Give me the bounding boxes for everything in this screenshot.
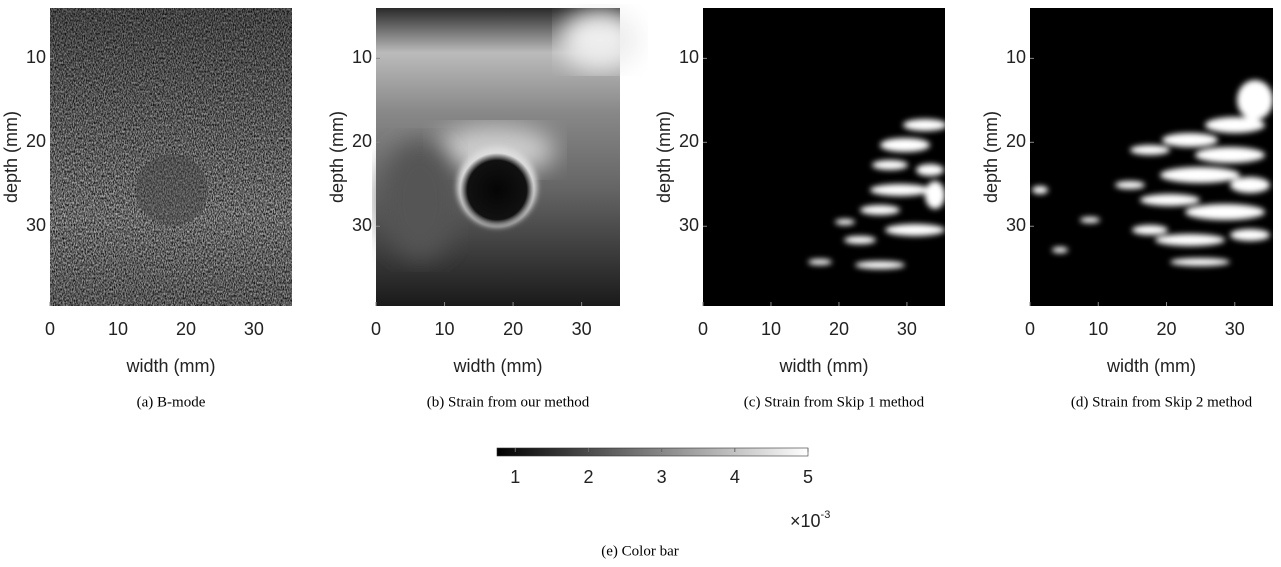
- y-tick-label: 20: [26, 131, 46, 151]
- panel-caption: (c) Strain from Skip 1 method: [744, 394, 925, 410]
- x-axis-label: width (mm): [1106, 356, 1196, 376]
- x-tick-label: 10: [1088, 319, 1108, 339]
- x-tick-label: 10: [435, 319, 455, 339]
- colorbar-tick-label: 3: [657, 467, 667, 487]
- x-tick-label: 20: [829, 319, 849, 339]
- x-tick-label: 30: [244, 319, 264, 339]
- x-tick-label: 0: [45, 319, 55, 339]
- y-tick-label: 10: [352, 47, 372, 67]
- y-axis-label: depth (mm): [981, 111, 1001, 203]
- x-tick-label: 20: [176, 319, 196, 339]
- multiplier-exponent: -3: [821, 509, 831, 521]
- y-tick-label: 10: [1006, 47, 1026, 67]
- skip1-image: [703, 8, 947, 306]
- skip2-image: [1030, 8, 1273, 306]
- y-axis-label: depth (mm): [654, 111, 674, 203]
- colorbar: [497, 448, 808, 456]
- panel-caption: (d) Strain from Skip 2 method: [1071, 394, 1253, 410]
- x-axis-label: width (mm): [453, 356, 543, 376]
- colorbar-tick-label: 4: [730, 467, 740, 487]
- x-tick-label: 0: [371, 319, 381, 339]
- colorbar-tick-label: 5: [803, 467, 813, 487]
- y-tick-label: 20: [352, 131, 372, 151]
- y-tick-label: 10: [26, 47, 46, 67]
- x-tick-label: 10: [761, 319, 781, 339]
- x-tick-label: 10: [108, 319, 128, 339]
- x-tick-label: 20: [503, 319, 523, 339]
- y-tick-label: 30: [26, 215, 46, 235]
- panel-caption: (a) B-mode: [137, 394, 206, 410]
- x-axis-label: width (mm): [126, 356, 216, 376]
- panel-caption: (b) Strain from our method: [427, 394, 590, 410]
- y-tick-label: 30: [679, 215, 699, 235]
- x-tick-label: 30: [572, 319, 592, 339]
- multiplier-base: ×10: [790, 511, 821, 531]
- y-tick-label: 10: [679, 47, 699, 67]
- y-axis-label: depth (mm): [1, 111, 21, 203]
- y-tick-label: 30: [1006, 215, 1026, 235]
- x-tick-label: 30: [897, 319, 917, 339]
- bmode-image: [50, 8, 292, 306]
- y-tick-label: 20: [679, 131, 699, 151]
- colorbar-caption: (e) Color bar: [601, 543, 678, 559]
- strain-image: [376, 8, 640, 306]
- colorbar-tick-label: 1: [510, 467, 520, 487]
- y-tick-label: 20: [1006, 131, 1026, 151]
- y-axis-label: depth (mm): [327, 111, 347, 203]
- x-axis-label: width (mm): [779, 356, 869, 376]
- figure: 0102030102030width (mm)depth (mm)(a) B-m…: [0, 0, 1281, 567]
- x-tick-label: 30: [1225, 319, 1245, 339]
- colorbar-multiplier: ×10-3: [790, 509, 830, 531]
- x-tick-label: 0: [1025, 319, 1035, 339]
- x-tick-label: 20: [1157, 319, 1177, 339]
- x-tick-label: 0: [698, 319, 708, 339]
- y-tick-label: 30: [352, 215, 372, 235]
- colorbar-tick-label: 2: [583, 467, 593, 487]
